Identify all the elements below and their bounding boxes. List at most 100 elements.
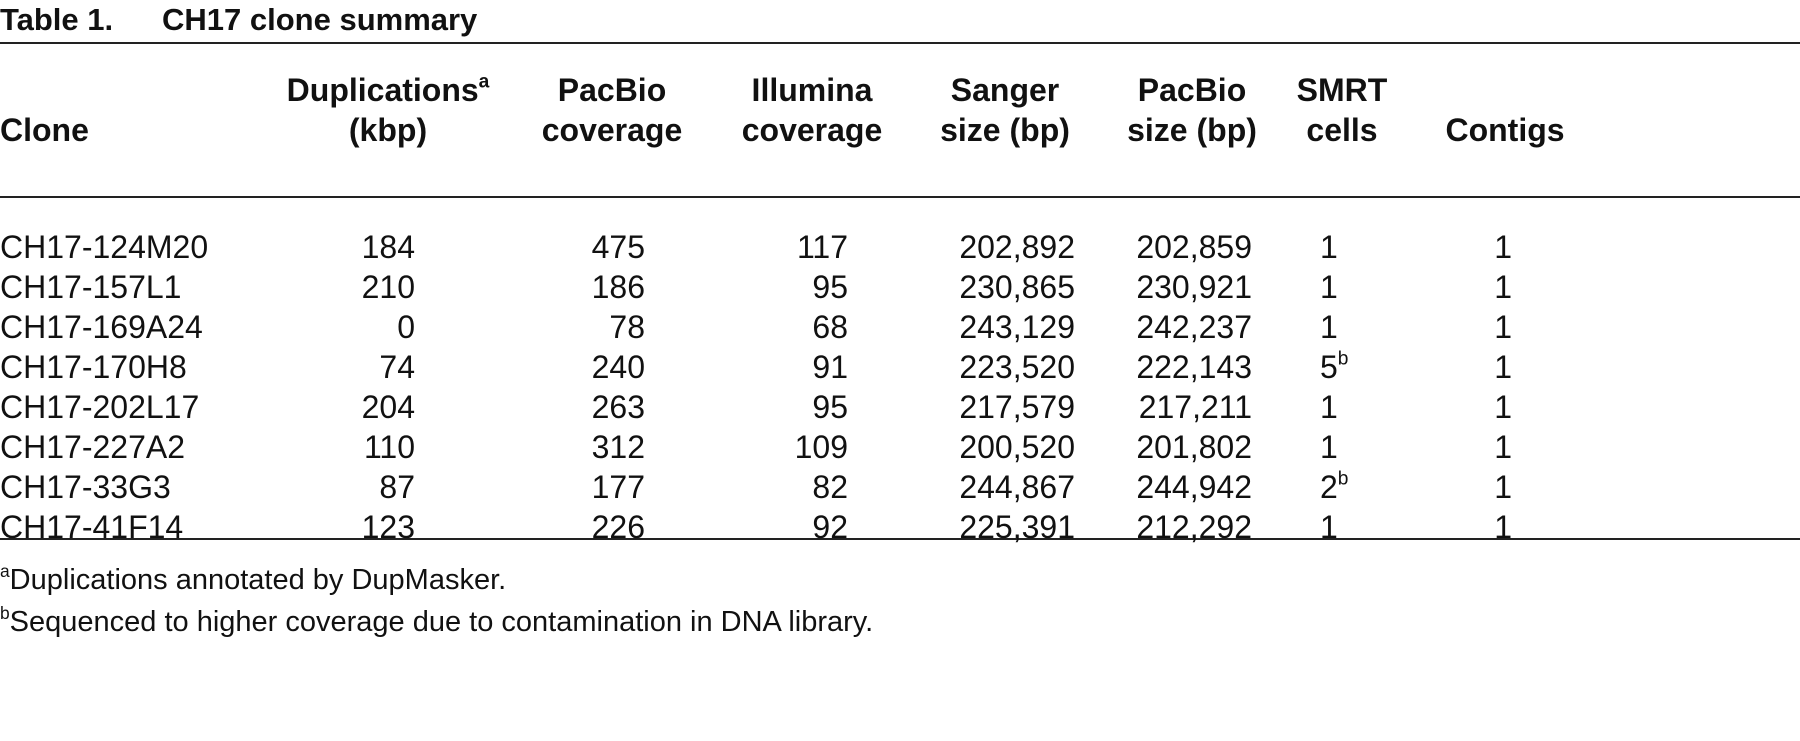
bottom-rule [0, 538, 1800, 540]
cell: 1 [1320, 509, 1338, 545]
cell: 87 [379, 469, 415, 505]
column-header: Sanger size (bp) [875, 70, 1135, 150]
column-header: PacBio size (bp) [1062, 70, 1322, 150]
header-line: coverage [482, 110, 742, 150]
cell: 1 [1494, 389, 1512, 425]
cell: 204 [361, 389, 415, 425]
cell: 202,859 [1136, 229, 1252, 265]
cell: 95 [812, 269, 848, 305]
cell: 210 [361, 269, 415, 305]
footnote-mark: a [478, 71, 490, 93]
cell: 244,942 [1136, 469, 1252, 505]
cell: 217,579 [959, 389, 1075, 425]
footnote-text: Duplications annotated by DupMasker. [9, 564, 507, 596]
header-rule [0, 196, 1800, 198]
cell: 95 [812, 389, 848, 425]
cell: 244,867 [959, 469, 1075, 505]
top-rule [0, 42, 1800, 44]
table-label: Table 1. [0, 2, 114, 37]
cell: 1 [1320, 229, 1338, 265]
clone-name: CH17-124M20 [0, 229, 209, 265]
header-line: PacBio [1062, 70, 1322, 110]
table-title: CH17 clone summary [162, 2, 478, 37]
header-text: Illumina [751, 72, 873, 108]
column-header: Clone [0, 110, 260, 150]
header-text: size (bp) [1127, 112, 1257, 148]
cell: 92 [812, 509, 848, 545]
cell: 1 [1320, 309, 1338, 345]
footnote-text: Sequenced to higher coverage due to cont… [9, 606, 874, 638]
header-line: Illumina [682, 70, 942, 110]
cell: 312 [591, 429, 645, 465]
footnote-mark: a [0, 560, 10, 581]
footnote-mark: b [1337, 468, 1349, 490]
clone-name: CH17-169A24 [0, 309, 203, 345]
cell: 201,802 [1136, 429, 1252, 465]
cell: 2b [1320, 467, 1348, 507]
cell: 1 [1494, 429, 1512, 465]
header-text: coverage [541, 112, 683, 148]
cell: 217,211 [1138, 389, 1252, 425]
cell: 225,391 [959, 509, 1075, 545]
footnote: aDuplications annotated by DupMasker. [0, 560, 506, 600]
header-line: Sanger [875, 70, 1135, 110]
cell: 1 [1494, 229, 1512, 265]
cell: 5b [1320, 347, 1348, 387]
column-header: Duplicationsa (kbp) [258, 70, 518, 150]
clone-name: CH17-41F14 [0, 509, 184, 545]
column-header: PacBio coverage [482, 70, 742, 150]
cell: 200,520 [959, 429, 1075, 465]
footnote-mark: b [1337, 348, 1349, 370]
header-text: coverage [741, 112, 883, 148]
header-text: PacBio [1137, 72, 1247, 108]
cell: 202,892 [959, 229, 1075, 265]
header-text: size (bp) [940, 112, 1070, 148]
clone-name: CH17-170H8 [0, 349, 187, 385]
cell: 184 [361, 229, 415, 265]
cell: 117 [796, 229, 848, 265]
column-header: Illumina coverage [682, 70, 942, 150]
clone-name: CH17-157L1 [0, 269, 182, 305]
cell: 1 [1494, 269, 1512, 305]
column-header: Contigs [1375, 110, 1635, 150]
cell: 1 [1494, 509, 1512, 545]
clone-name: CH17-33G3 [0, 469, 171, 505]
cell: 1 [1494, 309, 1512, 345]
column-header: SMRT cells [1212, 70, 1472, 150]
header-line: (kbp) [258, 110, 518, 150]
cell: 222,143 [1136, 349, 1252, 385]
header-line: Clone [0, 110, 260, 150]
header-text: SMRT [1296, 72, 1388, 108]
cell: 230,865 [959, 269, 1075, 305]
header-text: Contigs [1445, 112, 1565, 148]
cell: 1 [1494, 349, 1512, 385]
cell: 1 [1320, 389, 1338, 425]
footnote-mark: b [0, 602, 10, 623]
cell-text: 5 [1320, 349, 1338, 385]
header-line: SMRT [1212, 70, 1472, 110]
cell: 226 [591, 509, 645, 545]
cell: 212,292 [1136, 509, 1252, 545]
cell: 123 [361, 509, 415, 545]
header-line: Contigs [1375, 110, 1635, 150]
header-line: coverage [682, 110, 942, 150]
header-line: cells [1212, 110, 1472, 150]
header-text: cells [1306, 112, 1378, 148]
cell: 1 [1320, 269, 1338, 305]
footnote: bSequenced to higher coverage due to con… [0, 602, 873, 642]
cell: 110 [363, 429, 415, 465]
header-line: Duplicationsa [258, 70, 518, 110]
clone-name: CH17-202L17 [0, 389, 200, 425]
header-text: Clone [0, 112, 89, 148]
cell: 68 [812, 309, 848, 345]
cell: 242,237 [1136, 309, 1252, 345]
cell: 74 [379, 349, 415, 385]
clone-name: CH17-227A2 [0, 429, 185, 465]
cell: 78 [609, 309, 645, 345]
header-line: PacBio [482, 70, 742, 110]
header-text: Duplications [286, 72, 479, 108]
cell: 186 [591, 269, 645, 305]
cell: 91 [812, 349, 848, 385]
cell: 263 [591, 389, 645, 425]
